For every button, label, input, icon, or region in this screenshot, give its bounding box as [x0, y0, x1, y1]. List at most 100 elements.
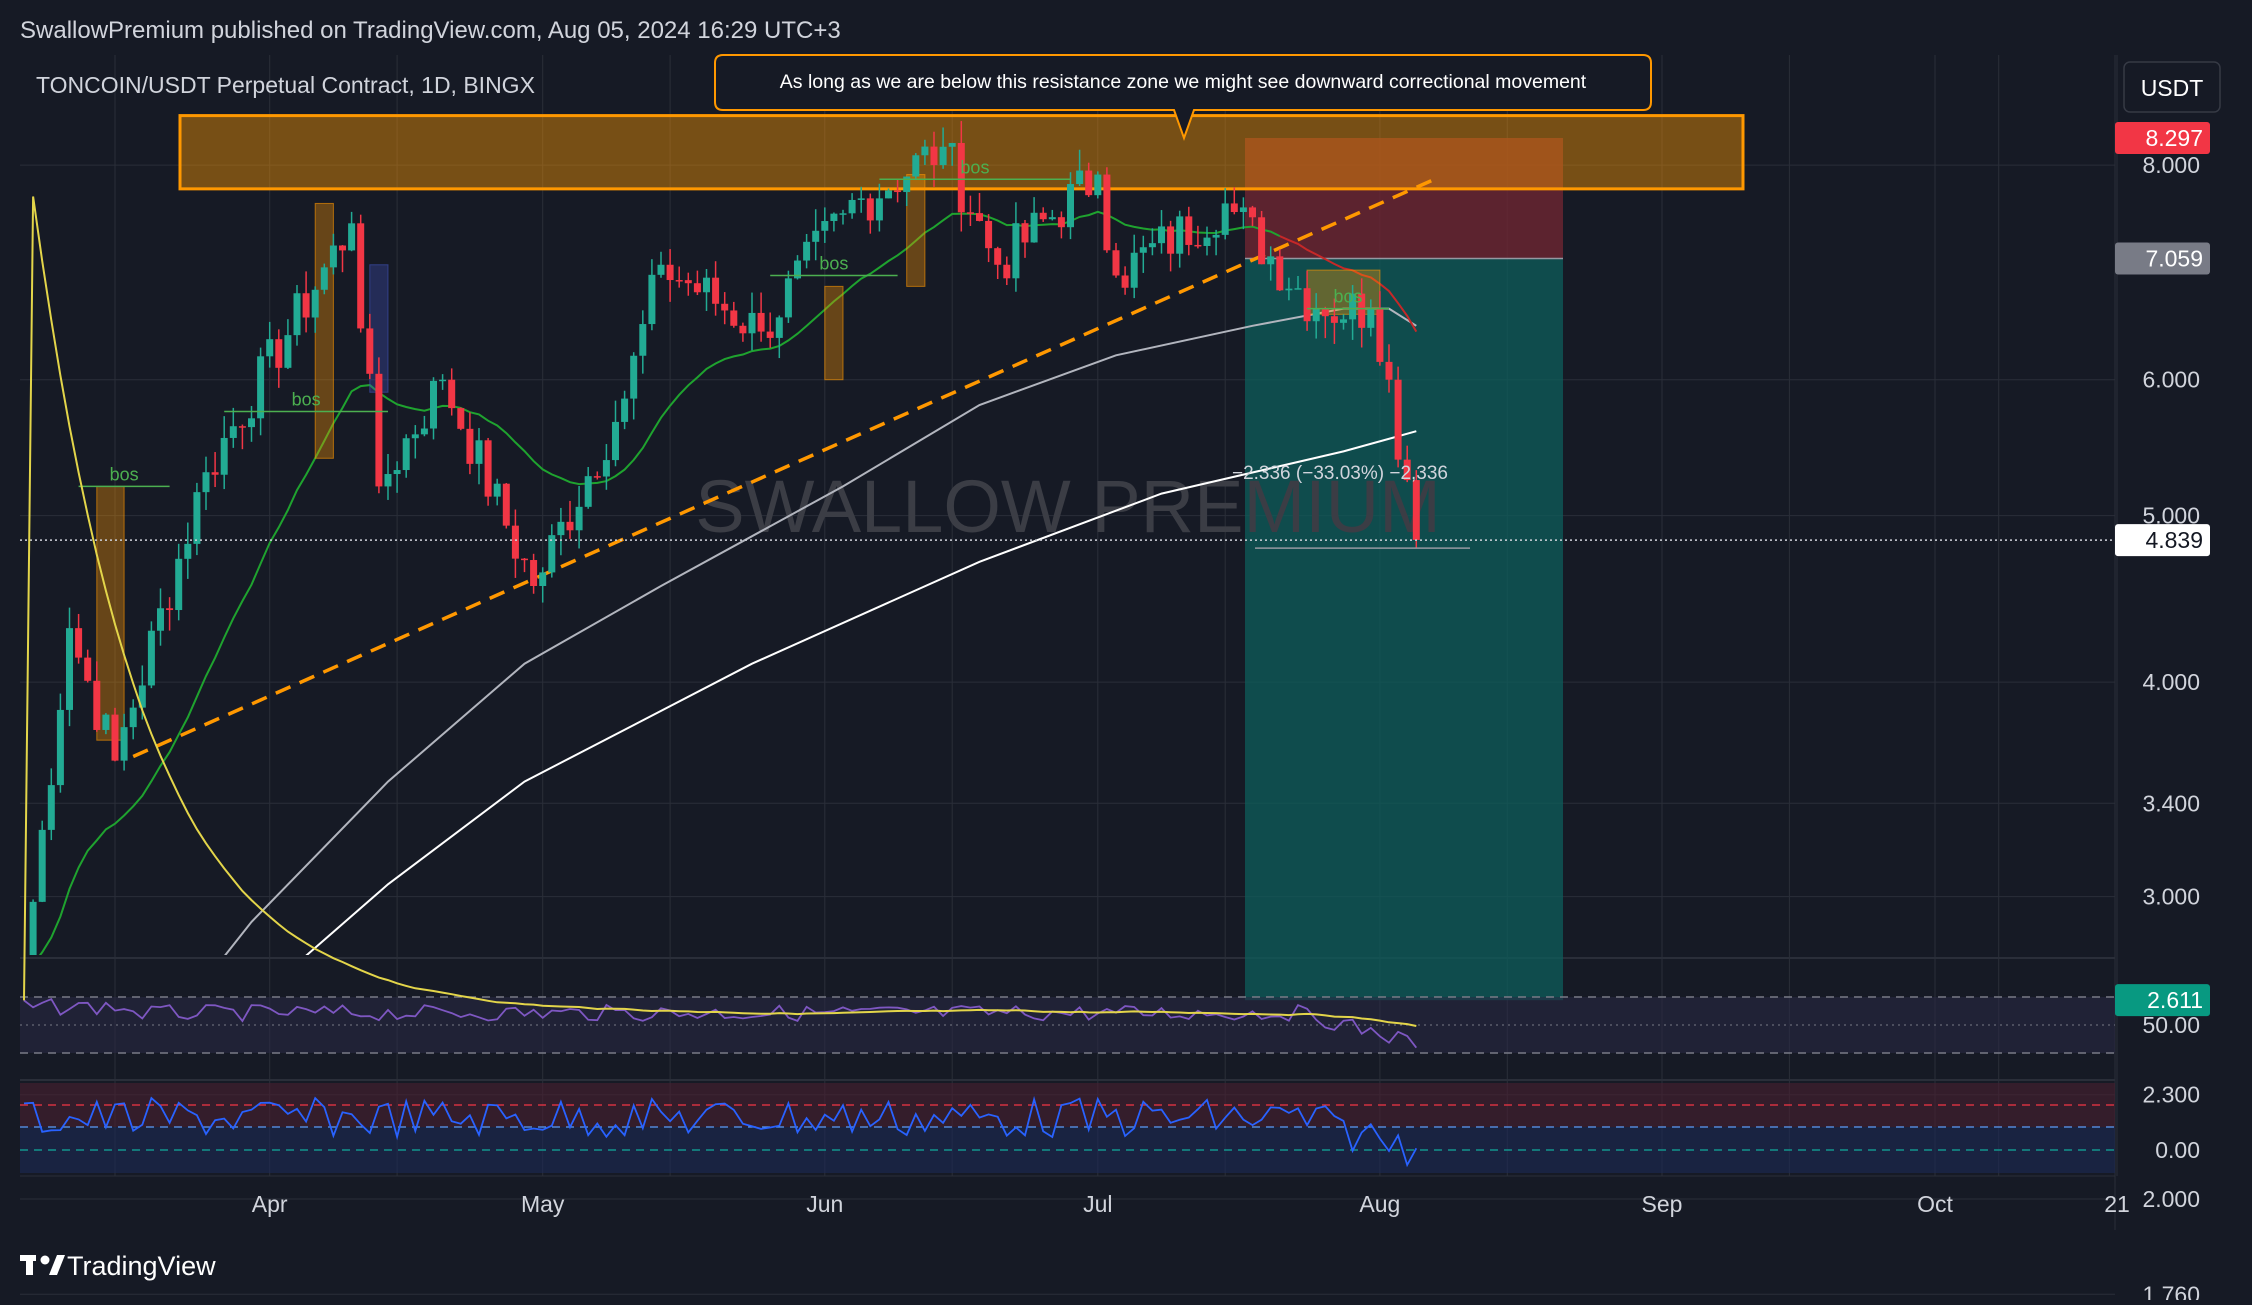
- candle[interactable]: [721, 303, 729, 311]
- candle[interactable]: [1412, 480, 1420, 540]
- candle[interactable]: [675, 280, 683, 282]
- candle[interactable]: [639, 324, 647, 356]
- candle[interactable]: [1340, 319, 1347, 323]
- candle[interactable]: [166, 608, 174, 611]
- candles[interactable]: [21, 121, 1420, 1001]
- candle[interactable]: [885, 190, 892, 199]
- candle[interactable]: [1276, 256, 1284, 291]
- currency-button[interactable]: USDT: [2123, 61, 2221, 113]
- candle[interactable]: [894, 190, 902, 193]
- candle[interactable]: [1249, 207, 1256, 218]
- candle[interactable]: [66, 628, 73, 710]
- candle[interactable]: [1394, 379, 1402, 460]
- rsi-pane[interactable]: [20, 196, 2115, 1054]
- candle[interactable]: [812, 230, 820, 242]
- candle[interactable]: [557, 521, 565, 536]
- rsi-line[interactable]: [23, 997, 1418, 1049]
- candle[interactable]: [102, 714, 110, 730]
- candle[interactable]: [976, 213, 983, 221]
- candle[interactable]: [848, 199, 856, 214]
- candle[interactable]: [375, 373, 383, 487]
- candle[interactable]: [712, 277, 720, 304]
- candle[interactable]: [521, 558, 528, 561]
- candle[interactable]: [1294, 288, 1302, 290]
- candle[interactable]: [921, 146, 929, 156]
- price-axis[interactable]: 8.0006.0005.0004.0003.4003.0002.3002.000…: [2142, 152, 2200, 1305]
- candle[interactable]: [1103, 174, 1111, 251]
- candle[interactable]: [1039, 212, 1047, 220]
- candle[interactable]: [1030, 212, 1038, 243]
- candle[interactable]: [29, 901, 37, 970]
- candle[interactable]: [857, 198, 865, 200]
- candle[interactable]: [1185, 216, 1193, 245]
- candle[interactable]: [348, 223, 356, 251]
- candle[interactable]: [1021, 223, 1029, 243]
- candle[interactable]: [903, 176, 911, 193]
- candle[interactable]: [1048, 217, 1056, 220]
- candle[interactable]: [1094, 174, 1102, 196]
- candle[interactable]: [311, 289, 319, 318]
- candle[interactable]: [448, 379, 456, 409]
- candle[interactable]: [248, 418, 255, 428]
- candle[interactable]: [612, 421, 619, 461]
- candle[interactable]: [466, 428, 474, 464]
- candle[interactable]: [211, 472, 219, 475]
- candle[interactable]: [875, 198, 883, 221]
- momentum-line[interactable]: [23, 1095, 1418, 1168]
- support-trendline[interactable]: [132, 177, 1436, 759]
- candle[interactable]: [175, 558, 183, 611]
- candle[interactable]: [866, 198, 874, 221]
- candle[interactable]: [366, 328, 374, 374]
- candle[interactable]: [393, 470, 401, 475]
- momentum-pane[interactable]: [20, 1083, 2115, 1173]
- candle[interactable]: [411, 434, 419, 439]
- candle[interactable]: [1121, 275, 1129, 288]
- candle[interactable]: [912, 155, 920, 177]
- candle[interactable]: [266, 339, 274, 357]
- candle[interactable]: [430, 380, 437, 429]
- candle[interactable]: [748, 312, 756, 334]
- candle[interactable]: [1085, 170, 1093, 196]
- candle[interactable]: [1076, 170, 1084, 185]
- candle[interactable]: [229, 426, 237, 438]
- candle[interactable]: [1176, 216, 1184, 254]
- candle[interactable]: [1230, 203, 1238, 213]
- candle[interactable]: [493, 483, 501, 497]
- tradingview-brand[interactable]: TradingView: [20, 1251, 216, 1281]
- candle[interactable]: [238, 426, 246, 428]
- candle[interactable]: [548, 535, 556, 573]
- candle[interactable]: [1267, 256, 1275, 265]
- candle[interactable]: [985, 220, 993, 249]
- moving-average-fast-red[interactable]: [1279, 235, 1418, 333]
- candle[interactable]: [703, 277, 710, 293]
- annotation-callout[interactable]: As long as we are below this resistance …: [714, 54, 1652, 141]
- candle[interactable]: [84, 657, 92, 681]
- candle[interactable]: [339, 245, 346, 251]
- candle[interactable]: [784, 278, 792, 318]
- candle[interactable]: [1057, 217, 1065, 228]
- candle[interactable]: [803, 241, 811, 261]
- candle[interactable]: [93, 680, 101, 730]
- candle[interactable]: [1358, 293, 1366, 328]
- candle[interactable]: [830, 213, 838, 222]
- candle[interactable]: [1003, 264, 1011, 279]
- candle[interactable]: [1012, 223, 1020, 279]
- candle[interactable]: [766, 331, 774, 338]
- candle[interactable]: [1376, 308, 1384, 362]
- candle[interactable]: [257, 356, 265, 419]
- candle[interactable]: [1167, 226, 1175, 254]
- candle[interactable]: [1330, 316, 1338, 323]
- candle[interactable]: [38, 829, 46, 902]
- candle[interactable]: [1203, 237, 1211, 246]
- candle[interactable]: [193, 492, 201, 544]
- candle[interactable]: [1303, 288, 1311, 322]
- candle[interactable]: [994, 248, 1002, 265]
- candle[interactable]: [794, 260, 801, 279]
- candle[interactable]: [202, 472, 210, 493]
- time-axis[interactable]: Apr May Jun Jul Aug Sep Oct 21: [252, 1191, 2130, 1217]
- candle[interactable]: [1112, 250, 1120, 276]
- candle[interactable]: [384, 474, 392, 487]
- candle[interactable]: [948, 142, 956, 147]
- candle[interactable]: [730, 310, 738, 326]
- candle[interactable]: [630, 355, 638, 399]
